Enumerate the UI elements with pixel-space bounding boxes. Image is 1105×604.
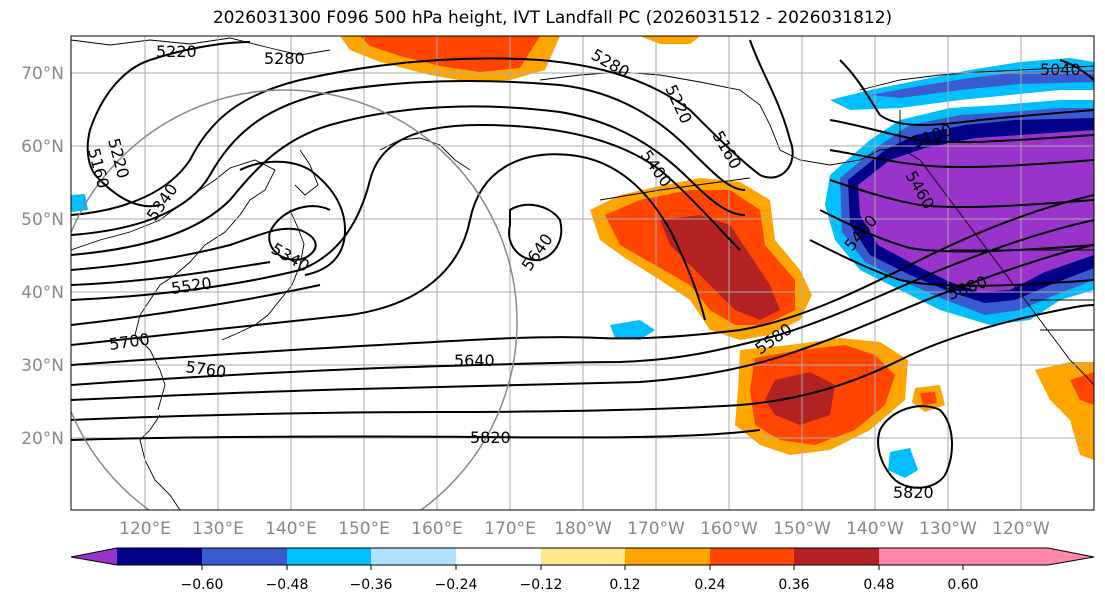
contour-label: 5820 [893, 483, 934, 502]
contour-label: 5220 [156, 42, 197, 61]
lat-label: 30°N [21, 356, 64, 376]
contour-label: 5640 [454, 351, 495, 370]
map-frame [70, 35, 1095, 511]
lon-label: 170°E [484, 519, 536, 539]
colorbar-tick-label: −0.48 [266, 577, 309, 593]
lon-label: 130°E [192, 519, 244, 539]
colorbar-tick-label: −0.24 [435, 577, 478, 593]
colorbar: −0.60 −0.48 −0.36 −0.24 −0.12 0.12 0.24 … [70, 547, 1095, 593]
gridlines [71, 36, 1094, 510]
colorbar-max-arrow [963, 548, 1094, 565]
colorbar-tick-label: 0.36 [778, 577, 809, 593]
map-title: 2026031300 F096 500 hPa height, IVT Land… [212, 8, 893, 28]
colorbar-swatch [117, 548, 202, 565]
lon-label: 120°E [119, 519, 171, 539]
lon-label: 180°W [554, 519, 612, 539]
latitude-labels: 70°N 60°N 50°N 40°N 30°N 20°N [21, 64, 64, 449]
lat-label: 20°N [21, 429, 64, 449]
colorbar-swatch [879, 548, 963, 565]
colorbar-swatch [541, 548, 625, 565]
colorbar-tick-label: 0.24 [694, 577, 725, 593]
lon-label: 130°W [919, 519, 977, 539]
colorbar-swatch [794, 548, 879, 565]
lon-label: 140°W [846, 519, 904, 539]
reference-circle [71, 89, 518, 510]
lon-label: 160°E [411, 519, 463, 539]
colorbar-ticks [201, 565, 964, 570]
colorbar-outline [70, 547, 1095, 566]
lon-label: 150°W [773, 519, 831, 539]
colorbar-swatch [371, 548, 456, 565]
colorbar-tick-label: −0.36 [350, 577, 393, 593]
contour-label: 5280 [264, 49, 305, 68]
colorbar-tick-label: −0.12 [520, 577, 563, 593]
colorbar-swatch [710, 548, 794, 565]
lon-label: 120°W [992, 519, 1050, 539]
colorbar-tick-label: 0.48 [863, 577, 894, 593]
lon-label: 150°E [338, 519, 390, 539]
colorbar-min-arrow [71, 548, 117, 565]
colorbar-swatch [202, 548, 287, 565]
colorbar-swatch [287, 548, 371, 565]
lat-label: 70°N [21, 64, 64, 84]
longitude-labels: 120°E 130°E 140°E 150°E 160°E 170°E 180°… [119, 519, 1050, 539]
colorbar-swatch [456, 548, 541, 565]
lat-label: 50°N [21, 210, 64, 230]
height-contours [71, 39, 1094, 489]
colorbar-tick-label: −0.60 [181, 577, 224, 593]
lat-label: 40°N [21, 283, 64, 303]
colorbar-tick-label: 0.60 [947, 577, 978, 593]
lat-label: 60°N [21, 137, 64, 157]
ivt-shading [71, 36, 1094, 478]
contour-label: 5040 [1040, 60, 1081, 79]
lon-label: 160°W [700, 519, 758, 539]
contour-label: 5820 [470, 428, 511, 447]
lon-label: 170°W [627, 519, 685, 539]
colorbar-tick-label: 0.12 [609, 577, 640, 593]
lon-label: 140°E [265, 519, 317, 539]
colorbar-swatch [625, 548, 710, 565]
